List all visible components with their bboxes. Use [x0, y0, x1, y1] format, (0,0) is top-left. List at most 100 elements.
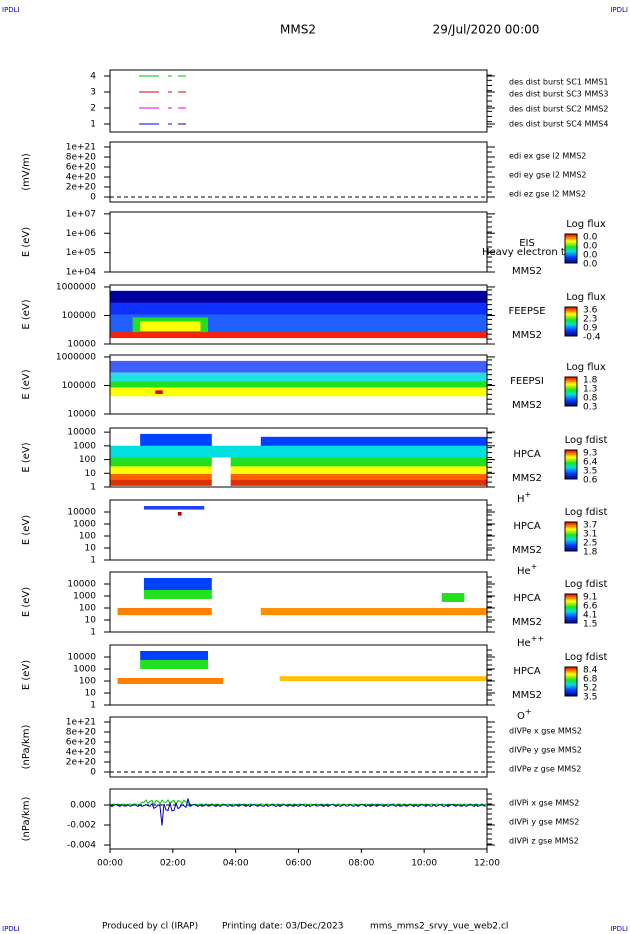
colorbar-tick-label: 3.5: [583, 467, 597, 477]
colorbar-tick-label: 0.6: [583, 476, 598, 486]
y-axis-label: E (eV): [21, 660, 32, 690]
spectrogram-block: [110, 360, 487, 373]
colorbar-title: Log fdist: [565, 435, 608, 446]
y-tick-label: 1e+06: [66, 229, 97, 239]
title: MMS2: [280, 23, 316, 37]
legend-entry: edi ex gse l2 MMS2: [509, 152, 586, 161]
y-axis-label: E (eV): [21, 299, 32, 329]
species-label: He++: [517, 634, 544, 650]
panel-frame: [109, 69, 488, 133]
colorbar-tick-label: 9.3: [583, 449, 597, 459]
legend-entry: dIVPi y gse MMS2: [509, 818, 579, 827]
colorbar-tick-label: 3.1: [583, 530, 597, 540]
species-charge: ++: [531, 634, 544, 643]
y-tick-label: 8e+20: [66, 153, 97, 163]
y-tick-label: 1e+05: [66, 248, 96, 258]
spectrogram-block: [441, 593, 465, 602]
colorbar-title: Log fdist: [565, 652, 608, 663]
colorbar-tick-label: 0.3: [583, 403, 597, 413]
spectrogram-block: [110, 290, 487, 303]
y-tick-label: 1000000: [56, 282, 96, 292]
species-charge: +: [525, 490, 532, 499]
y-tick-label: 1000: [73, 441, 96, 451]
spectrogram-block: [110, 387, 487, 397]
colorbar: [564, 521, 578, 552]
y-tick-label: 100: [79, 677, 96, 687]
colorbar-title: Log flux: [566, 292, 606, 303]
spectrogram-block: [143, 506, 205, 510]
y-tick-label: 2e+20: [66, 758, 97, 768]
legend-entry: des dist burst SC1 MMS1: [509, 78, 608, 87]
colorbar-tick-label: 1.8: [583, 376, 598, 386]
panel-label: EIS: [519, 238, 535, 249]
y-tick-label: 1e+21: [66, 143, 96, 153]
footer-file: mms_mms2_srvy_vue_web2.cl: [370, 922, 508, 932]
species-base: He: [517, 566, 531, 577]
colorbar-tick-label: 5.2: [583, 684, 597, 694]
legend-entry: dIVPi x gse MMS2: [509, 799, 579, 808]
panel-note: Heavy electron to: [482, 247, 571, 258]
y-tick-label: 10: [85, 616, 97, 626]
footer-producer: Produced by cl (IRAP): [102, 922, 198, 932]
colorbar-tick-label: 3.7: [583, 521, 597, 531]
panel-label: MMS2: [512, 617, 542, 628]
spectrogram-block: [110, 457, 487, 470]
colorbar: [564, 666, 578, 697]
spectrogram-block: [260, 608, 487, 616]
spectrogram-block: [110, 474, 487, 482]
panel-label: MMS2: [512, 545, 542, 556]
colorbar-title: Log fdist: [565, 579, 608, 590]
spectrogram-block: [279, 676, 487, 681]
y-axis-label: E (eV): [21, 227, 32, 257]
panel-label: HPCA: [513, 593, 541, 604]
species-base: O: [517, 711, 525, 722]
species-base: H: [517, 494, 525, 505]
y-tick-label: 100: [79, 532, 96, 542]
y-tick-label: 0: [90, 768, 96, 778]
y-tick-label: 4e+20: [66, 748, 97, 758]
colorbar-tick-label: 0.0: [583, 233, 598, 243]
panel-label: MMS2: [512, 400, 542, 411]
colorbar-tick-label: 6.8: [583, 675, 598, 685]
panel-frame: [109, 716, 488, 778]
y-tick-label: 0: [90, 193, 96, 203]
y-tick-label: 100: [79, 604, 96, 614]
panel-label: HPCA: [513, 666, 541, 677]
panel-frame: [109, 788, 488, 850]
panel-label: MMS2: [512, 266, 542, 277]
colorbar-tick-label: 0.0: [583, 251, 598, 261]
legend-entry: edi ey gse l2 MMS2: [509, 171, 587, 180]
species-label: O+: [517, 707, 532, 723]
colorbar: [564, 449, 578, 480]
y-tick-label: 1000: [73, 592, 96, 602]
colorbar-tick-label: 0.0: [583, 260, 598, 270]
colorbar: [564, 233, 578, 264]
y-tick-label: 10000: [67, 340, 96, 350]
colorbar-title: Log fdist: [565, 507, 608, 518]
colorbar-tick-label: 6.4: [583, 458, 598, 468]
y-tick-label: -0.004: [67, 841, 96, 851]
corner-label: IPDLI: [2, 6, 20, 14]
panel-label: MMS2: [512, 690, 542, 701]
panel-label: MMS2: [512, 330, 542, 341]
y-tick-label: 1: [90, 483, 96, 493]
colorbar-tick-label: 0.9: [583, 324, 598, 334]
y-axis-label: E (eV): [21, 515, 32, 545]
x-tick-label: 08:00: [348, 859, 374, 869]
y-tick-label: 4: [90, 72, 96, 82]
y-tick-label: 6e+20: [66, 738, 97, 748]
colorbar-tick-label: 0.0: [583, 242, 598, 252]
y-tick-label: 10000: [67, 508, 96, 518]
footer-date: Printing date: 03/Dec/2023: [222, 922, 344, 932]
y-tick-label: 10000: [67, 410, 96, 420]
panel-frame: [109, 141, 488, 203]
colorbar: [564, 593, 578, 624]
y-tick-label: 0.000: [70, 801, 96, 811]
spectrogram-block: [117, 608, 212, 616]
species-base: He: [517, 638, 531, 649]
y-axis-label: E (eV): [21, 369, 32, 399]
colorbar-tick-label: 1.5: [583, 620, 597, 630]
y-tick-label: 8e+20: [66, 728, 97, 738]
y-tick-label: 10000: [67, 653, 96, 663]
trace: [109, 799, 487, 807]
